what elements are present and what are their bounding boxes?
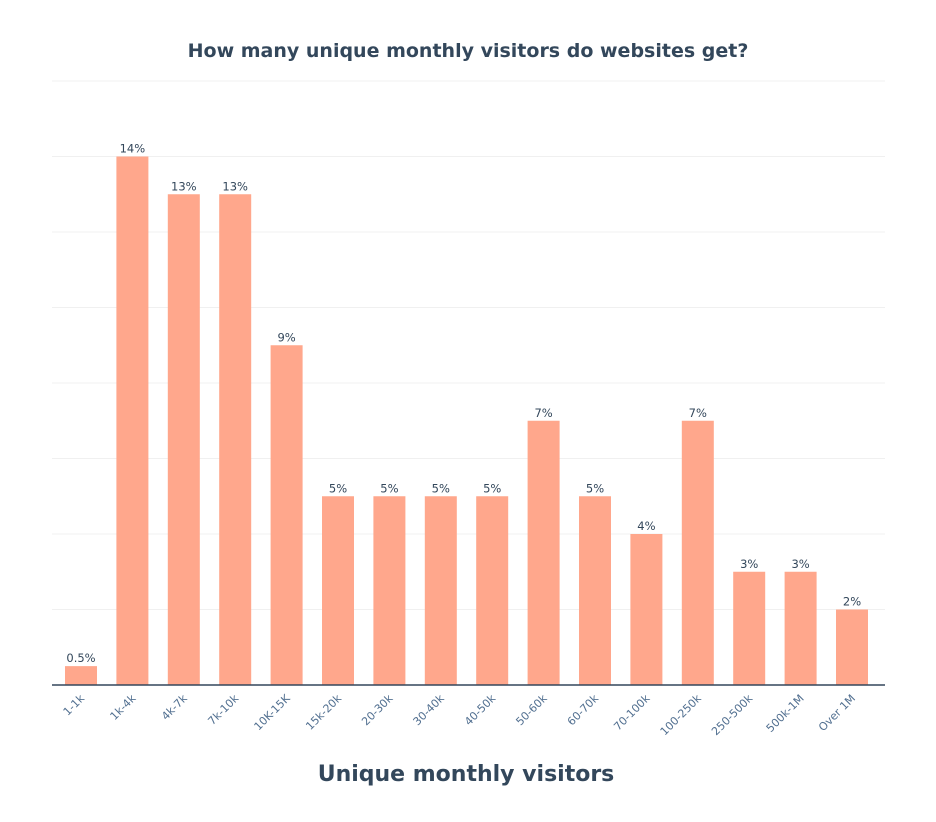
- x-tick-labels: 1-1k 1k-4k 4k-7k 7k-10k 10K-15K 15k-20k 20-30k…: [61, 691, 858, 738]
- data-label: 4%: [637, 519, 655, 533]
- bar-4k-7k: [167, 194, 200, 685]
- x-tick-label: 50-60k: [513, 691, 550, 728]
- data-label: 5%: [586, 481, 604, 495]
- data-label: 2%: [843, 595, 861, 609]
- bar-40-50k: [476, 496, 509, 685]
- data-label: 9%: [277, 330, 295, 344]
- data-labels: 0.5% 14% 13% 13% 9% 5% 5% 5% 5% 7% 5% 4% 7% 3% 3% 2%: [66, 142, 861, 666]
- x-tick-label: 10K-15K: [252, 691, 294, 733]
- x-tick-label: 100-250k: [658, 691, 705, 738]
- bar-500k-1m: [784, 571, 817, 685]
- x-axis-title: Unique monthly visitors: [318, 762, 615, 787]
- bar-1-1k: [65, 666, 97, 685]
- data-label: 3%: [740, 557, 758, 571]
- data-label: 13%: [171, 179, 197, 193]
- bar-60-70k: [579, 496, 611, 685]
- x-tick-label: 20-30k: [359, 691, 396, 728]
- bar-15k-20k: [322, 496, 354, 685]
- x-tick-label: 7k-10k: [205, 691, 241, 727]
- bar-10k-15k: [270, 345, 303, 685]
- x-tick-label: 70-100k: [611, 691, 653, 733]
- bar-70-100k: [630, 534, 663, 685]
- data-label: 7%: [689, 406, 707, 420]
- bar-50-60k: [527, 420, 560, 685]
- x-tick-label: 4k-7k: [159, 691, 190, 722]
- data-label: 14%: [120, 142, 146, 156]
- x-tick-label: 1k-4k: [108, 691, 139, 722]
- bar-1k-4k: [116, 156, 149, 685]
- x-tick-label: 40-50k: [462, 691, 499, 728]
- data-label: 0.5%: [66, 651, 95, 665]
- chart-title: How many unique monthly visitors do webs…: [188, 40, 749, 62]
- x-tick-label: 60-70k: [565, 691, 602, 728]
- x-tick-label: 30-40k: [411, 691, 448, 728]
- bars: [65, 156, 868, 685]
- data-label: 5%: [329, 481, 347, 495]
- bar-20-30k: [373, 496, 406, 685]
- data-label: 7%: [534, 406, 552, 420]
- data-label: 5%: [380, 481, 398, 495]
- bar-100-250k: [681, 420, 714, 685]
- data-label: 5%: [432, 481, 450, 495]
- x-tick-label: 250-500k: [709, 691, 756, 738]
- bar-7k-10k: [219, 194, 252, 685]
- x-tick-label: 1-1k: [61, 691, 88, 718]
- data-label: 13%: [222, 179, 248, 193]
- bar-250-500k: [733, 571, 766, 685]
- bar-over-1m: [836, 609, 868, 685]
- x-tick-label: 500k-1M: [764, 692, 807, 735]
- x-tick-label: 15k-20k: [303, 691, 344, 732]
- data-label: 3%: [791, 557, 809, 571]
- data-label: 5%: [483, 481, 501, 495]
- x-tick-label: Over 1M: [816, 692, 858, 734]
- bar-30-40k: [424, 496, 457, 685]
